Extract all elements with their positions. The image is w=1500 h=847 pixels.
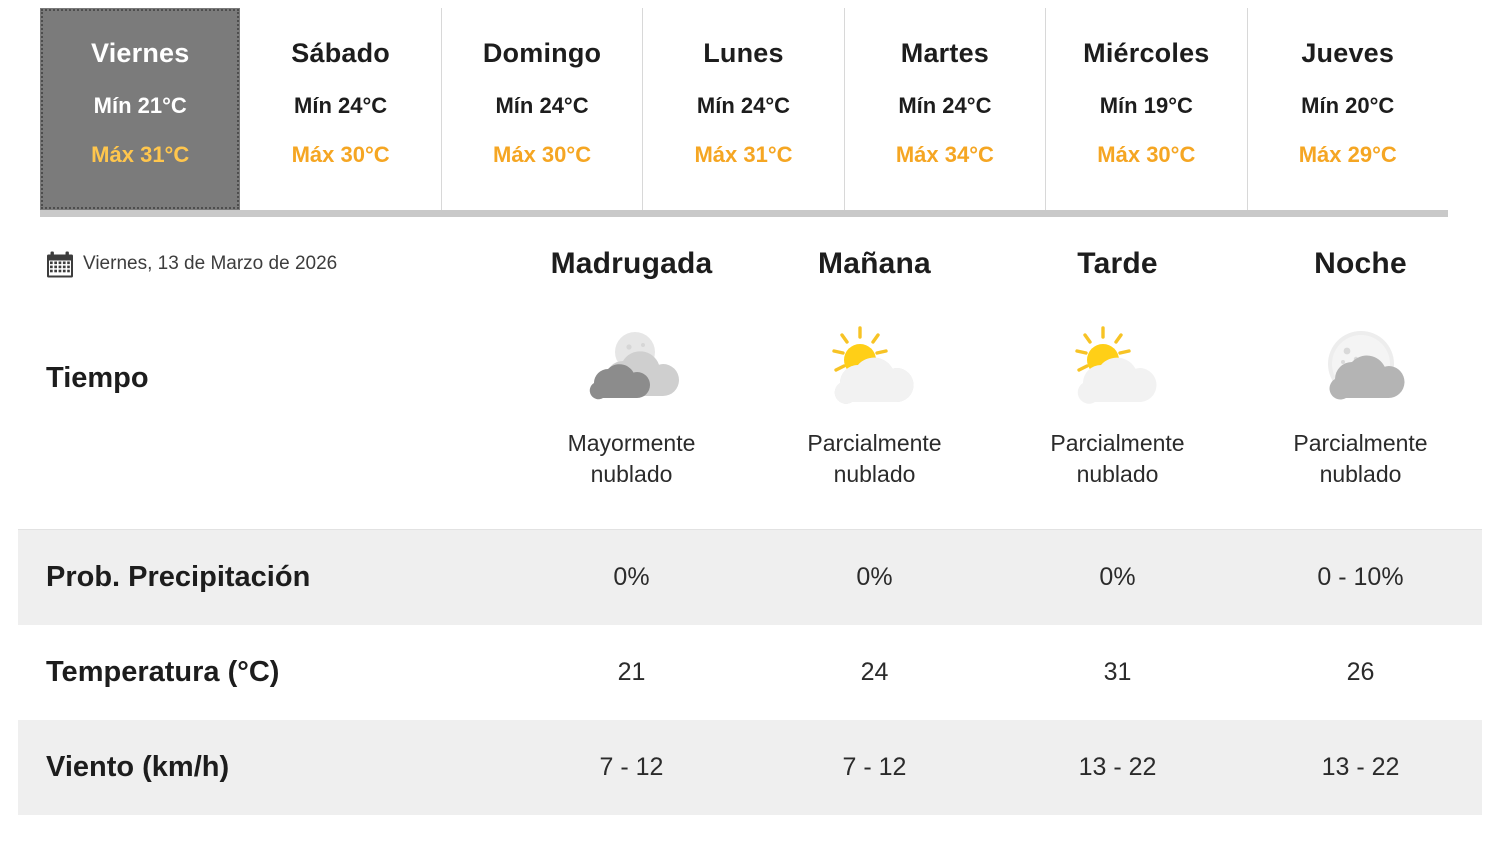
condition-label: Parcialmente nublado — [1050, 430, 1185, 488]
viento-manana: 7 - 12 — [842, 753, 907, 781]
temperatura-madrugada: 21 — [617, 658, 646, 686]
day-tab-sabado[interactable]: Sábado Mín 24°C Máx 30°C — [240, 8, 442, 210]
day-tab-min-temp: Mín 19°C — [1099, 93, 1193, 118]
viento-madrugada: 7 - 12 — [599, 753, 664, 781]
weather-cell-noche: Parcialmente nublado — [1239, 318, 1482, 490]
day-tab-min-temp: Mín 24°C — [495, 93, 589, 118]
viento-noche: 13 - 22 — [1321, 753, 1400, 781]
row-viento: Viento (km/h) 7 - 12 7 - 12 13 - 22 13 -… — [18, 720, 1482, 815]
weather-cell-madrugada: Mayormente nublado — [510, 318, 753, 490]
period-label: Noche — [1314, 247, 1407, 280]
day-tab-min-temp: Mín 24°C — [696, 93, 791, 118]
row-label-temperatura: Temperatura (°C) — [46, 656, 280, 688]
temperatura-noche: 26 — [1346, 658, 1375, 686]
mostly-cloudy-icon — [577, 318, 687, 418]
period-label: Madrugada — [550, 247, 713, 280]
day-tab-max-temp: Máx 30°C — [1097, 142, 1196, 167]
day-tab-lunes[interactable]: Lunes Mín 24°C Máx 31°C — [643, 8, 845, 210]
precipitacion-noche: 0 - 10% — [1317, 563, 1404, 591]
weather-cell-manana: Parcialmente nublado — [753, 318, 996, 490]
day-tab-name: Lunes — [703, 38, 784, 68]
day-tab-name: Domingo — [482, 38, 602, 68]
day-tab-miercoles[interactable]: Miércoles Mín 19°C Máx 30°C — [1046, 8, 1248, 210]
day-tab-name: Sábado — [291, 38, 390, 68]
period-header-row: Viernes, 13 de Marzo de 2026 Madrugada M… — [18, 228, 1482, 300]
day-tab-domingo[interactable]: Domingo Mín 24°C Máx 30°C — [441, 8, 644, 210]
precipitacion-madrugada: 0% — [613, 563, 650, 591]
date-label: Viernes, 13 de Marzo de 2026 — [83, 253, 338, 274]
day-tab-max-temp: Máx 31°C — [694, 142, 793, 167]
day-tab-min-temp: Mín 24°C — [898, 93, 992, 118]
row-label-tiempo: Tiempo — [46, 361, 149, 394]
condition-label: Mayormente nublado — [567, 430, 696, 488]
day-tab-max-temp: Máx 30°C — [291, 142, 390, 167]
day-tab-min-temp: Mín 21°C — [93, 93, 187, 118]
selected-date: Viernes, 13 de Marzo de 2026 — [18, 251, 510, 278]
day-tab-max-temp: Máx 31°C — [91, 142, 190, 167]
day-tab-max-temp: Máx 29°C — [1298, 142, 1397, 167]
table-bottom-spacer — [18, 815, 1482, 847]
weather-cell-tarde: Parcialmente nublado — [996, 318, 1239, 490]
forecast-detail-table: Viernes, 13 de Marzo de 2026 Madrugada M… — [18, 228, 1482, 847]
day-tab-martes[interactable]: Martes Mín 24°C Máx 34°C — [844, 8, 1047, 210]
period-header-tarde: Tarde — [996, 247, 1239, 281]
period-label: Tarde — [1077, 247, 1158, 280]
partly-cloudy-day-icon — [820, 318, 930, 418]
row-label-prob-precipitacion: Prob. Precipitación — [46, 561, 311, 593]
precipitacion-tarde: 0% — [1099, 563, 1136, 591]
partly-cloudy-night-icon — [1306, 318, 1416, 418]
period-header-madrugada: Madrugada — [510, 247, 753, 281]
period-header-noche: Noche — [1239, 247, 1482, 281]
day-tab-name: Miércoles — [1083, 38, 1210, 68]
temperatura-manana: 24 — [860, 658, 889, 686]
viento-tarde: 13 - 22 — [1078, 753, 1157, 781]
day-strip-divider — [40, 210, 1448, 217]
condition-label: Parcialmente nublado — [1293, 430, 1428, 488]
day-tab-viernes[interactable]: Viernes Mín 21°C Máx 31°C — [40, 8, 241, 210]
day-tab-max-temp: Máx 34°C — [895, 142, 994, 167]
period-label: Mañana — [818, 247, 931, 280]
condition-label: Parcialmente nublado — [807, 430, 942, 488]
calendar-icon — [46, 251, 74, 278]
day-tab-name: Viernes — [90, 38, 190, 68]
day-tab-strip: Viernes Mín 21°C Máx 31°C Sábado Mín 24°… — [40, 8, 1448, 210]
row-prob-precipitacion: Prob. Precipitación 0% 0% 0% 0 - 10% — [18, 530, 1482, 625]
row-label-viento: Viento (km/h) — [46, 751, 230, 783]
day-tab-name: Jueves — [1301, 38, 1395, 68]
day-tab-min-temp: Mín 24°C — [294, 93, 388, 118]
day-tab-min-temp: Mín 20°C — [1301, 93, 1395, 118]
row-tiempo: Tiempo Mayormente nublado — [18, 300, 1482, 530]
day-tab-name: Martes — [900, 38, 990, 68]
row-temperatura: Temperatura (°C) 21 24 31 26 — [18, 625, 1482, 720]
precipitacion-manana: 0% — [856, 563, 893, 591]
temperatura-tarde: 31 — [1103, 658, 1132, 686]
day-tab-max-temp: Máx 30°C — [493, 142, 592, 167]
day-tab-jueves[interactable]: Jueves Mín 20°C Máx 29°C — [1247, 8, 1448, 210]
partly-cloudy-day-icon — [1063, 318, 1173, 418]
period-header-manana: Mañana — [753, 247, 996, 281]
